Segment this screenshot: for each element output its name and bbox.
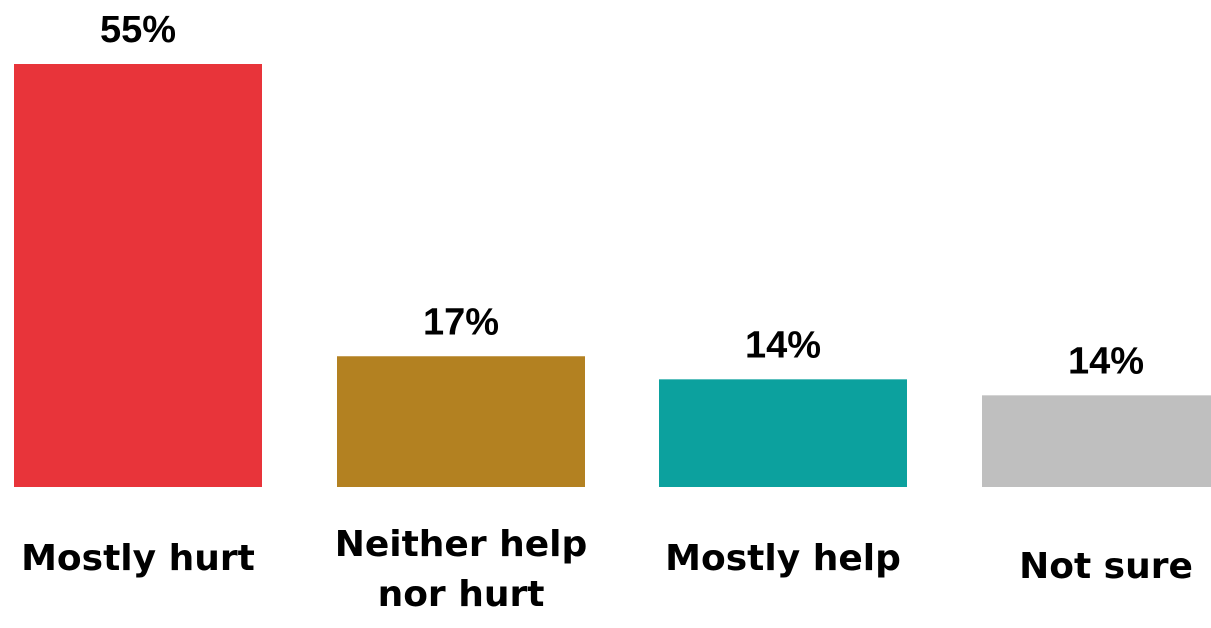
value-label-2: 17% (423, 301, 499, 343)
bar-4 (982, 395, 1211, 487)
value-label-3: 14% (745, 324, 821, 366)
value-label-4: 14% (1068, 340, 1144, 382)
category-labels-group: Mostly hurt Neither help nor hurt Mostly he… (21, 524, 1193, 615)
category-label-1: Mostly hurt (21, 538, 255, 579)
category-label-3: Mostly help (665, 538, 901, 579)
bar-2 (337, 356, 585, 487)
value-labels-group: 55% 17% 14% 14% (100, 9, 1144, 382)
category-label-4: Not sure (1019, 546, 1193, 587)
category-label-2-line-1: Neither help (335, 524, 588, 565)
value-label-1: 55% (100, 9, 176, 51)
category-label-2-line-2: nor hurt (378, 574, 545, 615)
bars-group (14, 64, 1211, 487)
bar-3 (659, 379, 907, 487)
bar-1 (14, 64, 262, 487)
